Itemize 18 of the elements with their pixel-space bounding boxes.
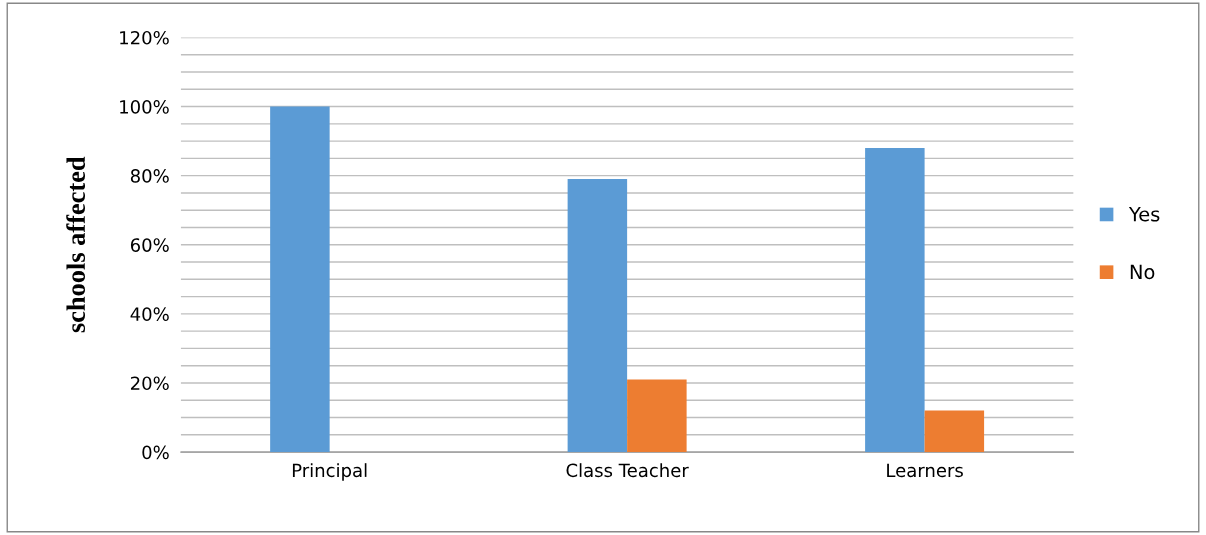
legend-label: Yes bbox=[1128, 207, 1160, 222]
y-tick-label: 60% bbox=[130, 238, 169, 252]
legend-label: No bbox=[1130, 264, 1155, 280]
bar bbox=[627, 379, 687, 453]
bar bbox=[567, 179, 628, 453]
y-tick-label: 100% bbox=[120, 100, 169, 114]
x-tick-label: Principal bbox=[292, 463, 367, 481]
y-tick-label: 120% bbox=[120, 30, 169, 45]
bar bbox=[924, 410, 985, 453]
y-tick-label: 20% bbox=[130, 376, 169, 391]
y-tick-label: 0% bbox=[142, 445, 169, 460]
y-axis-title: schools affected bbox=[66, 156, 86, 333]
bar bbox=[270, 106, 330, 453]
bar bbox=[865, 148, 925, 453]
x-tick-label: Class Teacher bbox=[566, 463, 689, 478]
y-tick-label: 40% bbox=[130, 307, 169, 321]
y-tick-label: 80% bbox=[130, 169, 169, 183]
x-tick-label: Learners bbox=[887, 463, 963, 478]
